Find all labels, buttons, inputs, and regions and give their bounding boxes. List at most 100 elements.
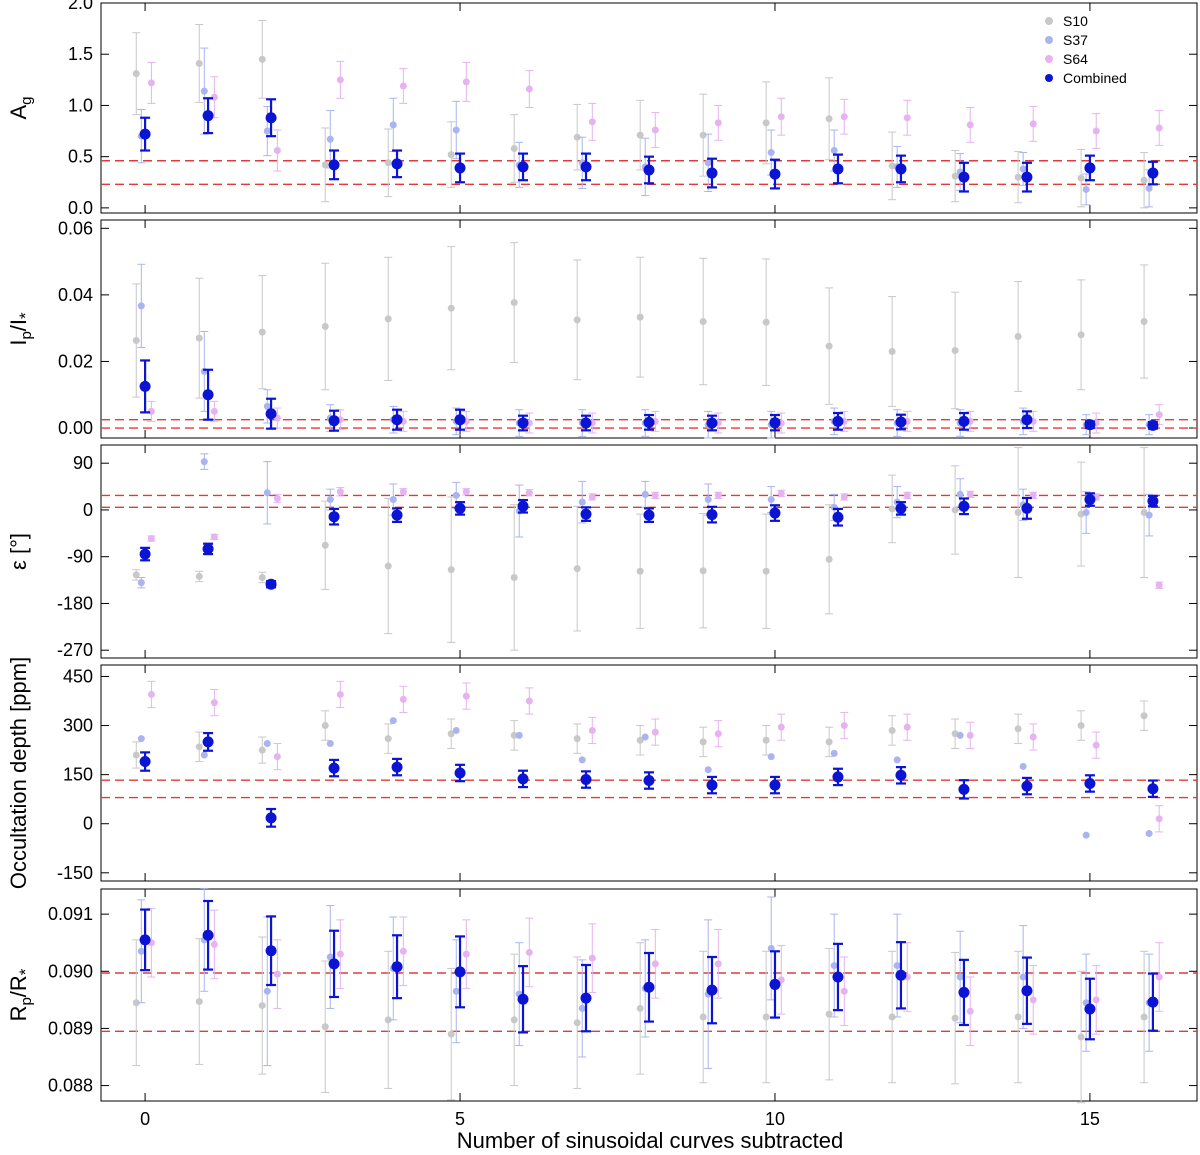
data-point-s64 [147, 79, 155, 87]
data-point-s64 [840, 493, 848, 501]
data-point-s64 [273, 753, 281, 761]
data-point-combined [832, 511, 844, 523]
data-point-s37 [956, 490, 964, 498]
data-point-s10 [384, 562, 392, 570]
data-point-s64 [966, 121, 974, 129]
y-label-sub: g [18, 96, 35, 104]
series-s10 [132, 700, 1149, 769]
data-point-s10 [1140, 176, 1148, 184]
data-point-s64 [273, 147, 281, 155]
y-label-main: I [6, 340, 31, 346]
data-point-combined [1147, 167, 1159, 179]
data-point-s10 [1140, 712, 1148, 720]
data-point-s10 [636, 736, 644, 744]
data-point-combined [1021, 171, 1033, 183]
data-point-combined [706, 984, 718, 996]
series-combined [139, 899, 1159, 1041]
data-point-s64 [147, 535, 155, 543]
data-point-combined [139, 548, 151, 560]
data-point-combined [1084, 419, 1096, 431]
data-point-combined [265, 812, 277, 824]
data-point-s10 [762, 567, 770, 575]
y-label-main: A [6, 105, 31, 120]
data-point-combined [832, 163, 844, 175]
legend-marker [1045, 36, 1053, 44]
data-point-s64 [273, 970, 281, 978]
data-point-s37 [641, 490, 649, 498]
data-point-s64 [651, 728, 659, 736]
y-tick-label: 0.091 [48, 904, 93, 924]
data-point-s10 [573, 735, 581, 743]
data-point-s10 [1014, 173, 1022, 181]
y-tick-label: 150 [63, 765, 93, 785]
data-point-s64 [1155, 411, 1163, 419]
data-point-s37 [578, 498, 586, 506]
data-point-s37 [137, 302, 145, 310]
data-point-s10 [888, 505, 896, 513]
data-point-s64 [588, 954, 596, 962]
data-point-s10 [699, 738, 707, 746]
data-point-combined [895, 416, 907, 428]
data-point-combined [328, 958, 340, 970]
data-point-combined [517, 993, 529, 1005]
y-tick-label: -90 [67, 547, 93, 567]
data-point-s10 [699, 1013, 707, 1021]
x-axis-label: Number of sinusoidal curves subtracted [457, 1128, 843, 1153]
x-tick-label: 0 [140, 1109, 150, 1129]
legend-entry: S10 [1063, 13, 1088, 29]
legend-marker [1045, 17, 1053, 25]
data-point-s64 [651, 960, 659, 968]
panel-frame [100, 888, 1198, 1102]
data-point-combined [454, 966, 466, 978]
data-point-combined [454, 502, 466, 514]
data-point-combined [1147, 495, 1159, 507]
data-point-combined [139, 380, 151, 392]
data-point-combined [580, 774, 592, 786]
data-point-s37 [326, 740, 334, 748]
y-tick-label: 0.04 [58, 285, 93, 305]
data-point-s10 [1140, 1013, 1148, 1021]
data-point-s10 [1014, 725, 1022, 733]
data-point-s37 [389, 121, 397, 129]
x-axis: 0 5 10 15 [140, 1109, 1100, 1129]
legend-marker [1045, 74, 1053, 82]
data-point-combined [328, 511, 340, 523]
data-point-combined [958, 171, 970, 183]
y-tick-label: 0 [83, 814, 93, 834]
data-point-s10 [195, 59, 203, 67]
data-point-s10 [384, 315, 392, 323]
data-point-combined [1021, 780, 1033, 792]
data-point-combined [580, 417, 592, 429]
data-point-combined [1084, 162, 1096, 174]
data-point-s37 [767, 944, 775, 952]
data-point-s37 [704, 496, 712, 504]
data-point-s37 [263, 402, 271, 410]
data-point-s37 [830, 962, 838, 970]
data-point-s10 [762, 1013, 770, 1021]
panel-frame [100, 2, 1198, 214]
data-point-combined [895, 769, 907, 781]
legend-entry: S64 [1063, 51, 1088, 67]
y-tick-label: -150 [57, 863, 93, 883]
data-point-s37 [956, 973, 964, 981]
y-tick-label: 1.5 [68, 44, 93, 64]
data-point-s64 [525, 85, 533, 93]
data-point-s37 [137, 579, 145, 587]
y-label-star: * [16, 968, 35, 975]
data-point-s37 [200, 87, 208, 95]
data-point-s37 [1019, 973, 1027, 981]
data-point-s10 [573, 565, 581, 573]
data-point-s37 [200, 751, 208, 759]
data-point-combined [958, 783, 970, 795]
data-point-s37 [1145, 830, 1153, 838]
y-tick-label: 0.0 [68, 198, 93, 218]
data-point-s10 [384, 159, 392, 167]
data-point-s64 [462, 692, 470, 700]
data-point-s64 [399, 947, 407, 955]
data-point-s64 [588, 726, 596, 734]
data-point-s64 [966, 490, 974, 498]
data-point-s37 [263, 987, 271, 995]
y-tick-label: 300 [63, 716, 93, 736]
data-point-combined [769, 168, 781, 180]
data-point-s64 [1155, 124, 1163, 132]
